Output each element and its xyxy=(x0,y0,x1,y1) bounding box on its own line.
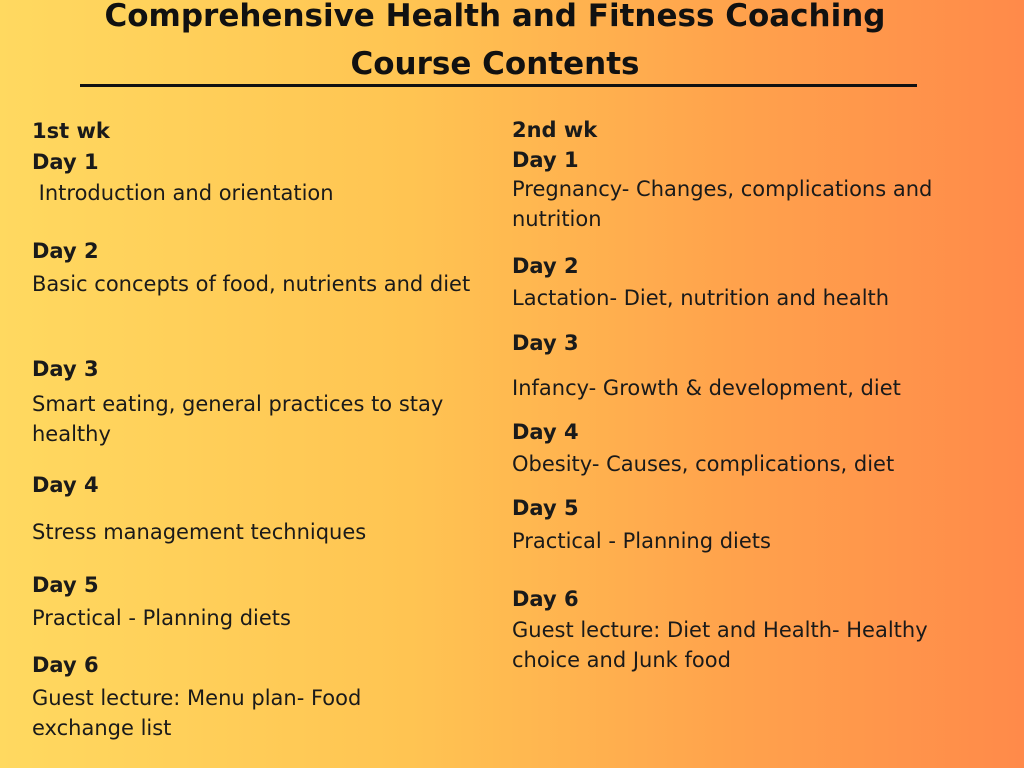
week-2-day-2-topic: Lactation- Diet, nutrition and health xyxy=(512,286,890,310)
week-1-day-1-topic: Introduction and orientation xyxy=(32,181,334,205)
week-2-day-3-topic: Infancy- Growth & development, diet xyxy=(512,376,901,400)
week-1-day-3-topic: Smart eating, general practices to stay … xyxy=(32,392,444,446)
week-2-day-4-label: Day 4 xyxy=(512,420,579,444)
week-2-day-6-topic: Guest lecture: Diet and Health- Healthy … xyxy=(512,618,928,672)
week-2-day-2-label: Day 2 xyxy=(512,254,579,278)
week-2-day-5-topic: Practical - Planning diets xyxy=(512,529,771,553)
week-2-day-1-topic: Pregnancy- Changes, complications and nu… xyxy=(512,177,933,231)
page-subtitle: Course Contents xyxy=(350,46,640,82)
week-1-day-2-label: Day 2 xyxy=(32,239,99,263)
title-underline xyxy=(80,84,917,87)
week-1-day-6-label: Day 6 xyxy=(32,653,99,677)
week-2-day-5-label: Day 5 xyxy=(512,496,579,520)
week-2-day-6-label: Day 6 xyxy=(512,587,579,611)
week-2-label: 2nd wk xyxy=(512,118,598,142)
week-1-day-5-label: Day 5 xyxy=(32,573,99,597)
page-title: Comprehensive Health and Fitness Coachin… xyxy=(104,0,886,34)
week-1-day-3-label: Day 3 xyxy=(32,357,99,381)
week-1-label: 1st wk xyxy=(32,119,110,143)
week-1-day-6-topic: Guest lecture: Menu plan- Food exchange … xyxy=(32,686,362,740)
week-2-day-3-label: Day 3 xyxy=(512,331,579,355)
week-1-day-1-label: Day 1 xyxy=(32,150,99,174)
week-1-day-2-topic: Basic concepts of food, nutrients and di… xyxy=(32,272,471,296)
week-1-day-5-topic: Practical - Planning diets xyxy=(32,606,291,630)
week-2-day-4-topic: Obesity- Causes, complications, diet xyxy=(512,452,895,476)
week-1-day-4-label: Day 4 xyxy=(32,473,99,497)
week-2-day-1-label: Day 1 xyxy=(512,148,579,172)
week-1-day-4-topic: Stress management techniques xyxy=(32,520,367,544)
